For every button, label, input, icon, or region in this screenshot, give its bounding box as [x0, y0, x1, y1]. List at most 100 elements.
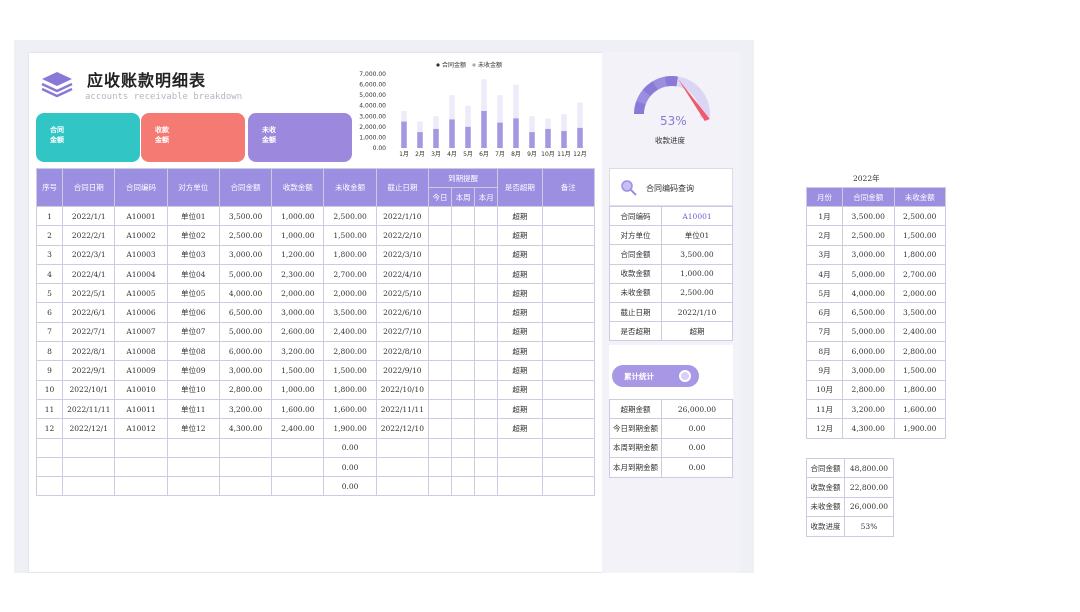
table-cell[interactable]: 2022/6/1 — [62, 302, 116, 323]
table-cell[interactable]: 单位02 — [166, 225, 220, 246]
table-cell[interactable]: 2022/11/11 — [375, 398, 429, 420]
table-cell[interactable]: 单位03 — [166, 244, 220, 265]
table-cell[interactable] — [474, 418, 499, 439]
table-cell[interactable]: A10007 — [114, 321, 168, 343]
table-cell[interactable]: 10 — [35, 379, 64, 400]
table-cell[interactable]: 超期 — [497, 379, 543, 400]
table-cell[interactable]: 4,300.00 — [218, 418, 273, 439]
table-cell[interactable]: A10008 — [114, 341, 168, 362]
table-cell[interactable]: 3,200.00 — [218, 398, 273, 420]
table-cell[interactable]: 12 — [35, 418, 64, 439]
table-cell[interactable]: 2,000.00 — [323, 283, 377, 304]
table-cell[interactable]: 2022/1/1 — [62, 205, 116, 227]
table-cell[interactable]: 2022/12/10 — [375, 418, 429, 439]
table-cell[interactable]: A10012 — [114, 418, 168, 439]
table-cell[interactable] — [451, 341, 476, 362]
table-cell[interactable]: 2,600.00 — [271, 321, 325, 343]
table-cell[interactable] — [451, 283, 476, 304]
table-cell[interactable]: 2022/8/1 — [62, 341, 116, 362]
table-cell[interactable] — [474, 456, 499, 478]
table-cell[interactable]: 6,000.00 — [218, 341, 273, 362]
table-cell[interactable] — [474, 379, 499, 400]
table-cell[interactable] — [451, 205, 476, 227]
table-cell[interactable]: 1,000.00 — [271, 225, 325, 246]
lookup-value[interactable]: A10001 — [661, 205, 733, 227]
table-cell[interactable]: 11 — [35, 398, 64, 420]
table-cell[interactable] — [474, 205, 499, 227]
table-cell[interactable]: A10009 — [114, 360, 168, 381]
table-cell[interactable] — [541, 398, 596, 420]
table-cell[interactable] — [427, 476, 453, 497]
table-cell[interactable]: 2022/8/10 — [375, 341, 429, 362]
table-cell[interactable] — [451, 360, 476, 381]
table-cell[interactable] — [62, 437, 116, 458]
table-cell[interactable]: 超期 — [497, 418, 543, 439]
table-cell[interactable]: 1,200.00 — [271, 244, 325, 265]
table-cell[interactable]: 2,300.00 — [271, 263, 325, 285]
table-cell[interactable] — [451, 398, 476, 420]
table-cell[interactable]: 2,700.00 — [323, 263, 377, 285]
table-cell[interactable]: A10004 — [114, 263, 168, 285]
table-cell[interactable]: 2 — [35, 225, 64, 246]
table-cell[interactable] — [218, 437, 273, 458]
table-cell[interactable]: 6 — [35, 302, 64, 323]
table-cell[interactable] — [166, 456, 220, 478]
table-cell[interactable] — [541, 341, 596, 362]
table-cell[interactable] — [541, 321, 596, 343]
table-cell[interactable]: 超期 — [497, 360, 543, 381]
table-cell[interactable] — [427, 341, 453, 362]
table-cell[interactable] — [427, 263, 453, 285]
table-cell[interactable]: 1,500.00 — [323, 225, 377, 246]
table-cell[interactable]: A10005 — [114, 283, 168, 304]
table-cell[interactable] — [451, 437, 476, 458]
table-cell[interactable] — [541, 360, 596, 381]
table-cell[interactable]: 2022/7/1 — [62, 321, 116, 343]
table-cell[interactable]: 2,000.00 — [271, 283, 325, 304]
table-cell[interactable]: 超期 — [497, 398, 543, 420]
table-cell[interactable]: 2022/11/11 — [62, 398, 116, 420]
table-cell[interactable]: 3 — [35, 244, 64, 265]
table-cell[interactable] — [474, 437, 499, 458]
table-cell[interactable]: 3,500.00 — [323, 302, 377, 323]
table-cell[interactable]: 7 — [35, 321, 64, 343]
table-cell[interactable] — [62, 456, 116, 478]
table-cell[interactable]: 2022/2/1 — [62, 225, 116, 246]
table-cell[interactable]: 1,000.00 — [271, 205, 325, 227]
table-cell[interactable]: 单位07 — [166, 321, 220, 343]
table-cell[interactable]: 3,500.00 — [218, 205, 273, 227]
table-cell[interactable] — [541, 263, 596, 285]
table-cell[interactable] — [35, 437, 64, 458]
table-cell[interactable] — [271, 456, 325, 478]
table-cell[interactable] — [474, 244, 499, 265]
table-cell[interactable] — [474, 283, 499, 304]
table-cell[interactable] — [114, 476, 168, 497]
table-cell[interactable]: 1 — [35, 205, 64, 227]
table-cell[interactable] — [474, 321, 499, 343]
table-cell[interactable] — [541, 379, 596, 400]
table-cell[interactable]: 2,500.00 — [218, 225, 273, 246]
table-cell[interactable]: 超期 — [497, 302, 543, 323]
table-cell[interactable] — [114, 437, 168, 458]
table-cell[interactable]: 9 — [35, 360, 64, 381]
table-cell[interactable]: 2022/1/10 — [375, 205, 429, 227]
table-cell[interactable] — [451, 263, 476, 285]
table-cell[interactable] — [427, 321, 453, 343]
table-cell[interactable]: 2,800.00 — [218, 379, 273, 400]
table-cell[interactable]: 5,000.00 — [218, 263, 273, 285]
table-cell[interactable]: 单位10 — [166, 379, 220, 400]
table-cell[interactable] — [451, 302, 476, 323]
table-cell[interactable] — [375, 437, 429, 458]
table-cell[interactable] — [427, 283, 453, 304]
table-cell[interactable]: 1,900.00 — [323, 418, 377, 439]
table-cell[interactable]: 超期 — [497, 263, 543, 285]
table-cell[interactable] — [541, 476, 596, 497]
table-cell[interactable]: 1,600.00 — [323, 398, 377, 420]
table-cell[interactable] — [451, 244, 476, 265]
table-cell[interactable]: A10011 — [114, 398, 168, 420]
table-cell[interactable]: 2022/7/10 — [375, 321, 429, 343]
table-cell[interactable] — [375, 456, 429, 478]
table-cell[interactable]: 1,800.00 — [323, 379, 377, 400]
table-cell[interactable]: 2022/5/1 — [62, 283, 116, 304]
table-cell[interactable] — [474, 263, 499, 285]
table-cell[interactable]: 1,600.00 — [271, 398, 325, 420]
